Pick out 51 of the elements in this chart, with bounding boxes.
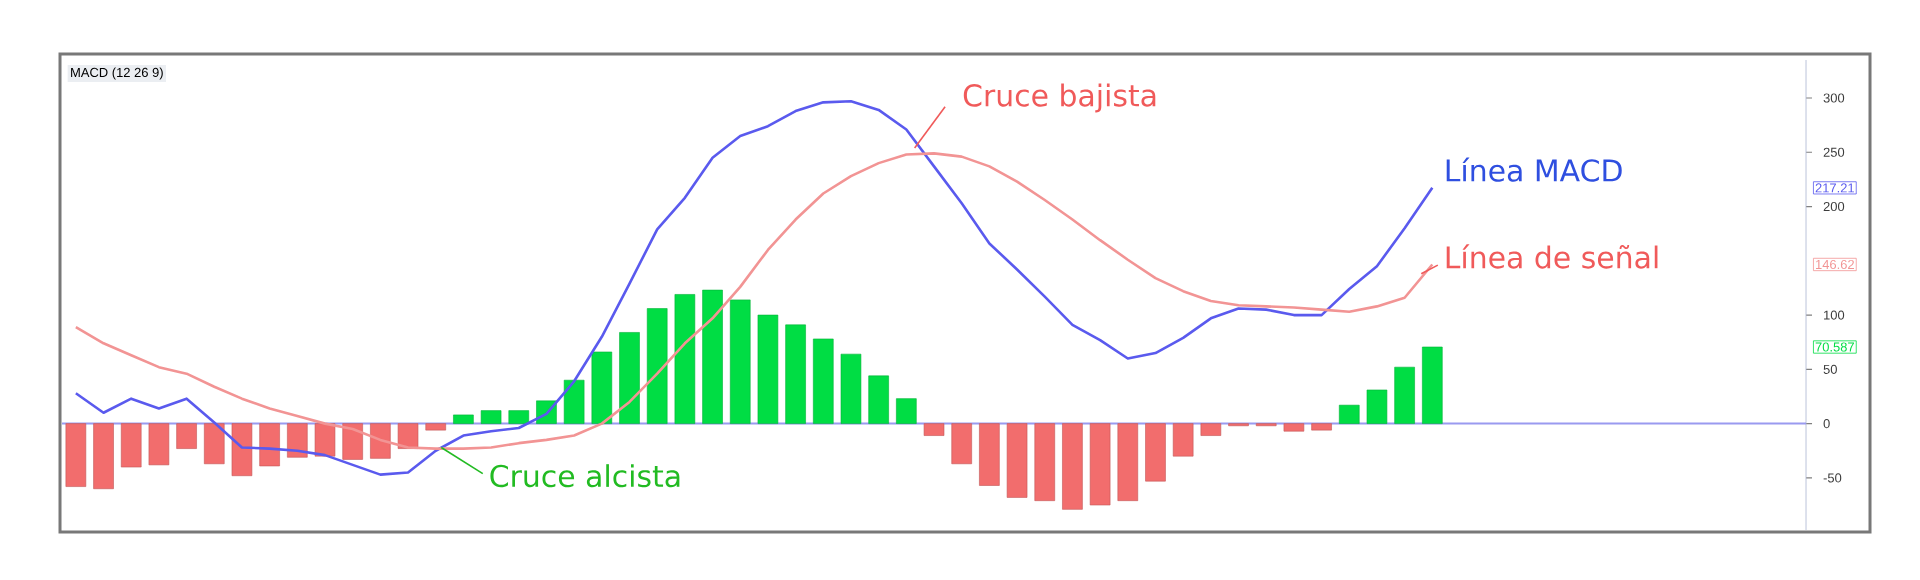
bar	[314, 423, 336, 457]
bar	[204, 423, 225, 465]
bar	[1311, 423, 1332, 431]
bar	[453, 414, 474, 424]
bar	[563, 379, 585, 424]
bar	[176, 423, 197, 449]
bar	[868, 375, 889, 424]
bar	[1422, 346, 1443, 424]
bar	[370, 423, 391, 459]
bar	[65, 423, 87, 487]
bar	[923, 423, 945, 436]
bar	[619, 332, 640, 424]
text: Línea de señal	[1446, 244, 1658, 269]
annotation: Cruce bajista	[963, 83, 1156, 113]
bar	[1283, 423, 1305, 432]
bar	[757, 314, 779, 424]
bar	[702, 289, 723, 424]
bar	[813, 338, 834, 424]
line-series	[74, 152, 1434, 450]
bar	[342, 423, 363, 460]
bar	[646, 308, 668, 424]
bar	[231, 423, 253, 477]
bar	[840, 353, 862, 424]
bar	[1089, 423, 1111, 506]
bar	[259, 423, 280, 467]
bar	[480, 410, 502, 424]
bar	[1034, 423, 1056, 501]
text: Línea MACD	[1446, 157, 1622, 182]
bar	[93, 423, 114, 490]
bar	[425, 423, 446, 431]
bar	[120, 423, 142, 468]
bar	[1172, 423, 1194, 457]
bar	[951, 423, 972, 465]
bar	[148, 423, 170, 466]
bar	[1117, 423, 1139, 501]
bar	[896, 398, 917, 424]
bar	[1366, 389, 1388, 424]
bar	[1145, 423, 1166, 482]
annotation: Cruce alcista	[490, 464, 680, 488]
bar	[674, 294, 696, 424]
bar	[508, 410, 530, 424]
bar	[1200, 423, 1222, 436]
bar	[1006, 423, 1028, 498]
bar	[591, 351, 613, 424]
bar	[729, 299, 751, 424]
bar	[785, 324, 806, 424]
bar	[1062, 423, 1083, 510]
bar	[1338, 404, 1360, 424]
bar	[1394, 366, 1415, 424]
bar	[979, 423, 1000, 486]
bar	[287, 423, 308, 458]
